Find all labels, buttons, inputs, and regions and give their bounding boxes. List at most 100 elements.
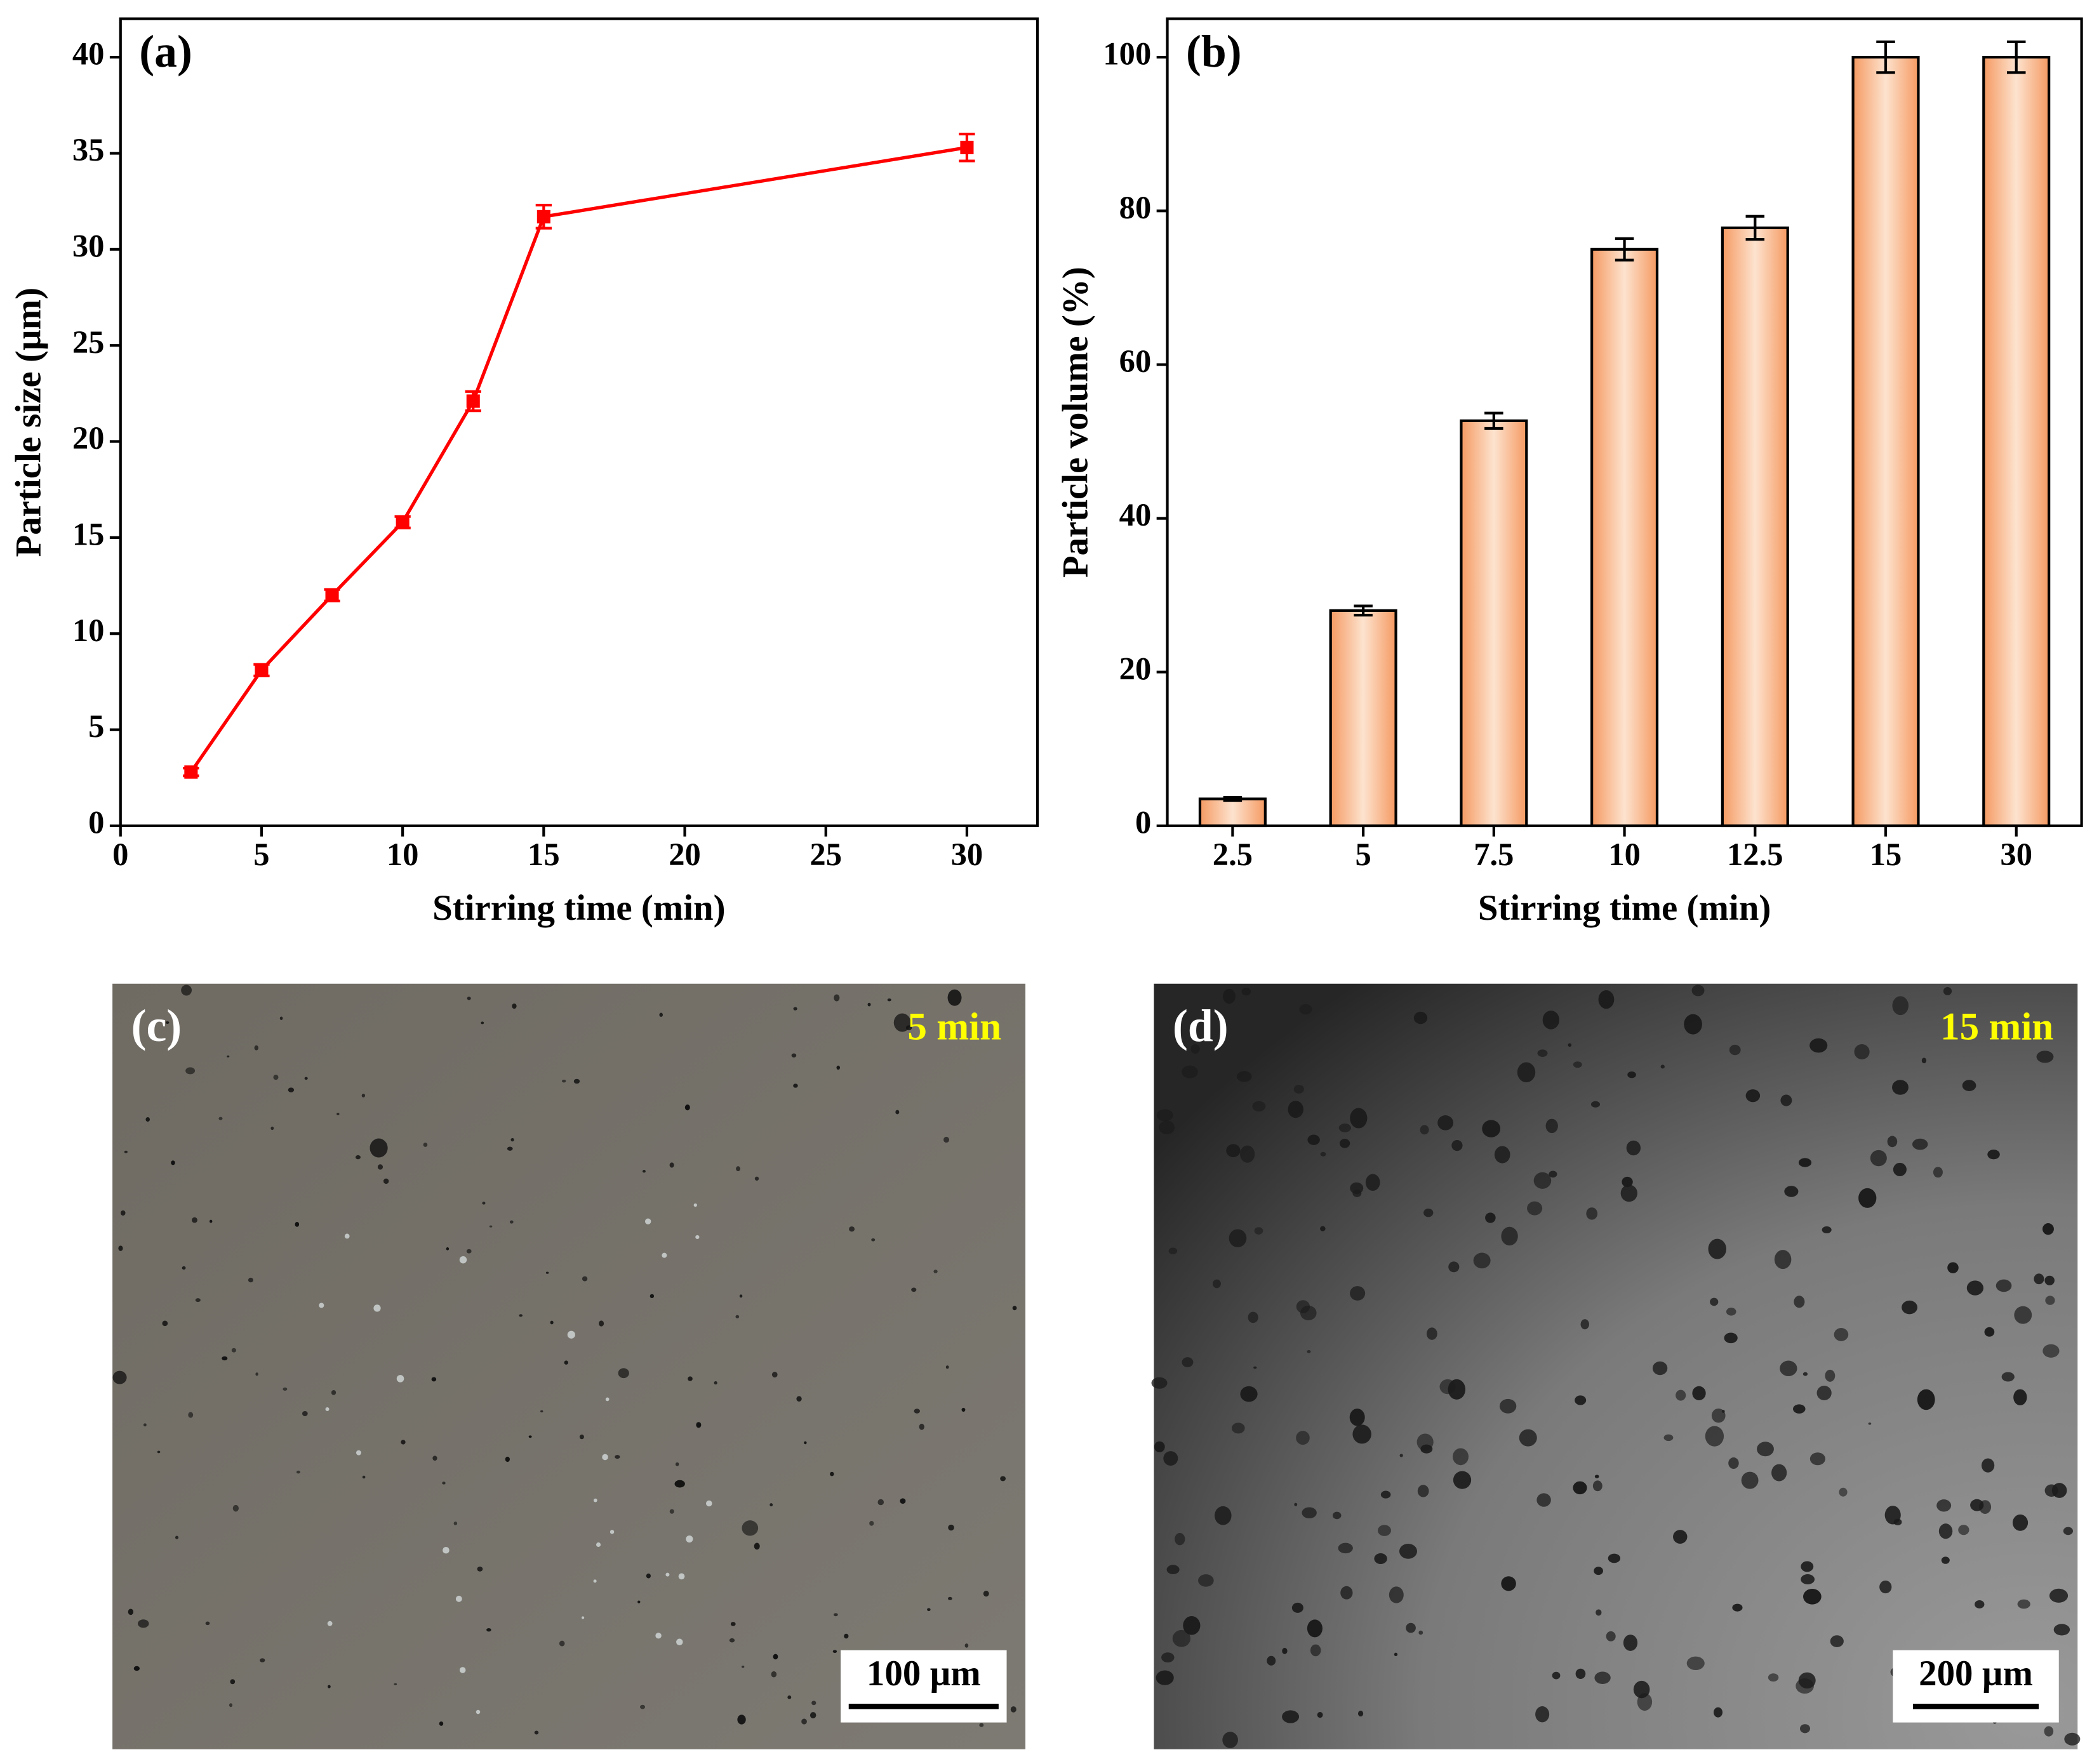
particle	[830, 1471, 834, 1476]
bright-spot	[662, 1252, 667, 1258]
particle	[810, 1712, 816, 1719]
particle	[1282, 1710, 1300, 1723]
image-label: (c)	[131, 1000, 182, 1051]
particle	[112, 1370, 127, 1384]
particle	[1332, 1511, 1342, 1520]
particle	[1166, 1565, 1180, 1575]
particle	[1573, 1481, 1587, 1495]
particle	[637, 1600, 641, 1603]
particle	[867, 1002, 871, 1007]
particle	[1941, 1556, 1950, 1564]
particle	[1626, 1140, 1641, 1156]
particle	[2045, 1296, 2055, 1305]
particle	[1537, 1049, 1548, 1057]
particle	[1151, 1377, 1168, 1389]
particle	[674, 1480, 685, 1488]
particle	[1652, 1361, 1668, 1376]
particle	[1975, 1600, 1985, 1608]
bright-spot	[567, 1330, 575, 1339]
bright-spot	[695, 1235, 700, 1240]
particle	[118, 1245, 123, 1251]
particle	[2063, 1527, 2074, 1535]
particle	[1708, 1238, 1727, 1259]
particle	[1879, 1581, 1892, 1594]
particle	[453, 1522, 458, 1525]
particle	[1809, 1038, 1828, 1053]
particle	[1726, 1308, 1736, 1316]
y-tick-label: 100	[1103, 36, 1151, 72]
particle	[754, 1176, 759, 1181]
particle	[1545, 1118, 1558, 1134]
particle	[1212, 1279, 1221, 1289]
particle	[1307, 1134, 1320, 1145]
particle	[1294, 1502, 1298, 1506]
particle	[1902, 1300, 1917, 1315]
particle	[1254, 1227, 1263, 1235]
particle	[1293, 1084, 1304, 1094]
y-tick-label: 0	[88, 805, 104, 840]
particle	[869, 1521, 874, 1526]
particle	[1771, 1464, 1787, 1482]
bright-spot	[459, 1667, 466, 1673]
data-line	[189, 145, 968, 773]
particle	[1936, 1499, 1952, 1512]
particle	[1768, 1673, 1779, 1682]
particle	[1943, 986, 1952, 995]
particle	[1252, 1101, 1266, 1111]
bright-spot	[396, 1375, 404, 1383]
scale-bar-label: 100 µm	[867, 1654, 981, 1694]
y-tick-label: 80	[1119, 190, 1152, 225]
particle	[1627, 1071, 1636, 1078]
particle	[618, 1368, 629, 1379]
particle	[2042, 1344, 2060, 1358]
particle	[1299, 1004, 1312, 1015]
particle	[2012, 1514, 2029, 1531]
particle	[1310, 1644, 1321, 1657]
particle	[1774, 1250, 1792, 1270]
particle	[787, 1695, 792, 1699]
particle	[507, 1146, 513, 1151]
particle	[288, 1087, 295, 1092]
particle	[431, 1377, 437, 1382]
particle	[1705, 1426, 1724, 1447]
particle	[1453, 1448, 1469, 1466]
particle	[675, 1462, 679, 1466]
particle	[1608, 1553, 1621, 1563]
panel-label: (a)	[139, 26, 192, 77]
particle	[2064, 1732, 2081, 1746]
bright-spot	[655, 1633, 662, 1639]
particle	[905, 1025, 912, 1031]
y-tick-label: 35	[72, 132, 105, 168]
particle	[844, 1633, 849, 1639]
particle	[1223, 988, 1236, 1004]
particle	[1156, 1670, 1174, 1685]
bright-spot	[686, 1535, 693, 1543]
x-axis-title: Stirring time (min)	[432, 888, 725, 928]
bright-spot	[443, 1546, 450, 1554]
particle	[1378, 1525, 1391, 1536]
particle	[1229, 1229, 1247, 1247]
particle	[1780, 1094, 1792, 1106]
particle	[509, 1220, 514, 1224]
particle	[729, 1638, 735, 1643]
particle	[442, 1482, 446, 1485]
particle	[1741, 1471, 1759, 1489]
particle	[1232, 1422, 1245, 1434]
particle	[1728, 1457, 1739, 1469]
x-tick-label: 15	[528, 837, 560, 872]
particle	[467, 997, 471, 1000]
particle	[1552, 1671, 1561, 1680]
particle	[1183, 1616, 1201, 1635]
particle	[133, 1666, 140, 1671]
particle	[1248, 1311, 1258, 1323]
particle	[1594, 1567, 1603, 1575]
bright-spot	[593, 1579, 597, 1583]
particle	[1780, 1360, 1797, 1377]
particle	[162, 1320, 168, 1327]
particle	[559, 1640, 565, 1647]
particle	[1302, 1507, 1317, 1519]
bright-spot	[356, 1450, 361, 1456]
particle	[1350, 1286, 1366, 1301]
particle	[1732, 1603, 1743, 1612]
